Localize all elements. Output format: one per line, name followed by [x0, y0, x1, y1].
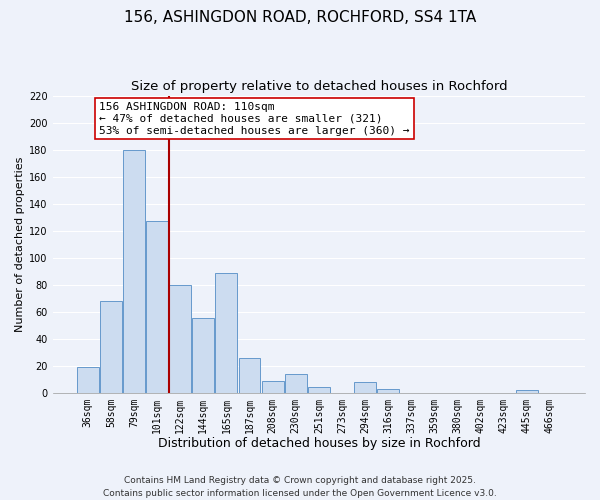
Bar: [215, 272, 238, 392]
Bar: [239, 358, 260, 392]
Bar: [354, 382, 376, 392]
Bar: [516, 390, 538, 392]
Bar: [123, 150, 145, 392]
Text: 156, ASHINGDON ROAD, ROCHFORD, SS4 1TA: 156, ASHINGDON ROAD, ROCHFORD, SS4 1TA: [124, 10, 476, 25]
Y-axis label: Number of detached properties: Number of detached properties: [15, 156, 25, 332]
Title: Size of property relative to detached houses in Rochford: Size of property relative to detached ho…: [131, 80, 507, 93]
Bar: [262, 380, 284, 392]
Bar: [100, 301, 122, 392]
Text: 156 ASHINGDON ROAD: 110sqm
← 47% of detached houses are smaller (321)
53% of sem: 156 ASHINGDON ROAD: 110sqm ← 47% of deta…: [100, 102, 410, 136]
Bar: [285, 374, 307, 392]
Bar: [146, 221, 168, 392]
Text: Contains HM Land Registry data © Crown copyright and database right 2025.
Contai: Contains HM Land Registry data © Crown c…: [103, 476, 497, 498]
Bar: [308, 388, 330, 392]
Bar: [377, 388, 399, 392]
Bar: [193, 318, 214, 392]
X-axis label: Distribution of detached houses by size in Rochford: Distribution of detached houses by size …: [158, 437, 480, 450]
Bar: [169, 284, 191, 393]
Bar: [77, 367, 99, 392]
